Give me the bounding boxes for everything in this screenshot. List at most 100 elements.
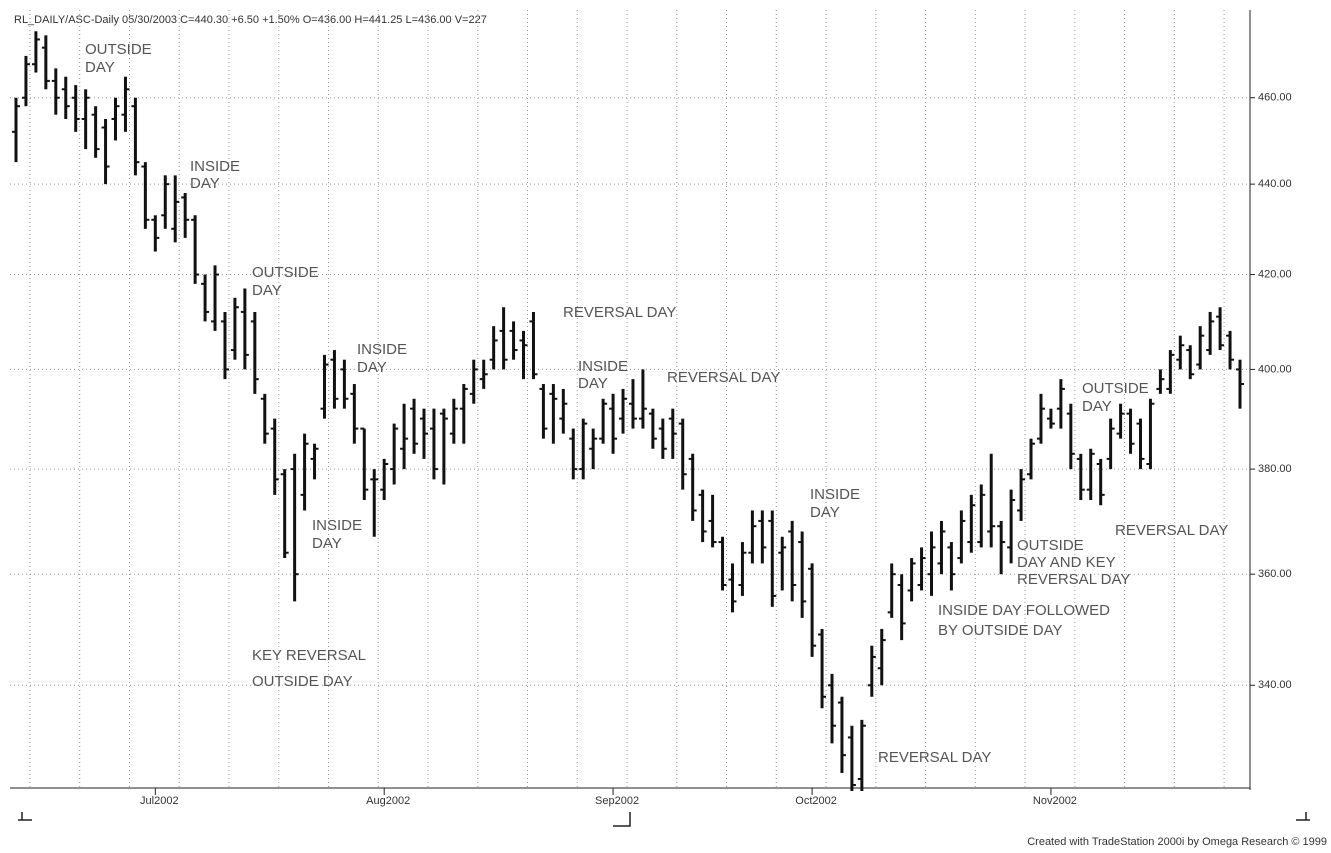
price-bar xyxy=(718,536,727,591)
price-bar xyxy=(798,531,807,618)
annotation: REVERSAL DAY xyxy=(667,369,780,386)
annotation: REVERSAL DAY xyxy=(878,749,991,766)
annotation: DAY xyxy=(810,504,840,521)
annotation: OUTSIDE xyxy=(85,41,152,58)
price-bar xyxy=(330,350,339,409)
price-bar xyxy=(439,408,448,485)
annotation: INSIDE xyxy=(810,486,860,503)
price-bar xyxy=(519,330,528,380)
price-bar xyxy=(828,673,836,744)
price-bar xyxy=(768,510,777,607)
annotation: OUTSIDE xyxy=(1082,380,1149,397)
annotation: REVERSAL DAY xyxy=(563,304,676,321)
price-bar xyxy=(847,725,856,792)
price-bar xyxy=(51,68,60,115)
price-bar xyxy=(191,215,200,284)
price-bar xyxy=(628,379,637,429)
annotation: DAY xyxy=(578,375,608,392)
price-bar xyxy=(449,398,458,444)
annotation: DAY xyxy=(190,175,220,192)
price-bar xyxy=(489,326,498,370)
price-bar xyxy=(509,321,518,360)
price-bar xyxy=(907,558,916,602)
price-bar xyxy=(41,35,50,90)
price-bar xyxy=(977,484,986,548)
price-bar xyxy=(937,520,946,575)
annotation: INSIDE DAY FOLLOWED xyxy=(938,602,1110,619)
annotation: INSIDE xyxy=(190,158,240,175)
annotation: DAY xyxy=(252,282,282,299)
price-bar xyxy=(1166,350,1175,394)
y-tick-label: 400.00 xyxy=(1258,363,1292,375)
price-bar xyxy=(688,453,697,521)
price-bar xyxy=(469,359,478,404)
price-bar xyxy=(410,398,419,454)
price-bar xyxy=(1176,335,1185,370)
x-tick-label: Sep2002 xyxy=(595,795,639,807)
price-bar xyxy=(260,393,269,444)
price-bar xyxy=(81,89,90,150)
price-bar xyxy=(917,547,926,591)
scroll-right xyxy=(1296,812,1310,821)
price-bar xyxy=(230,297,239,360)
price-bar xyxy=(320,354,329,419)
price-bar xyxy=(818,628,827,709)
price-bar xyxy=(21,55,30,107)
x-tick-label: Oct2002 xyxy=(795,795,837,807)
price-bar xyxy=(1017,469,1026,521)
price-bar xyxy=(459,384,468,444)
price-bar xyxy=(1186,345,1195,380)
price-bar xyxy=(1106,418,1115,470)
price-bar xyxy=(211,265,220,331)
price-bar xyxy=(131,97,140,176)
price-bar xyxy=(698,489,707,543)
header: RL_DAILY/ASC-Daily 05/30/2003 C=440.30 +… xyxy=(14,14,487,26)
price-bar xyxy=(300,433,309,511)
price-bar xyxy=(479,359,488,389)
price-bar xyxy=(121,76,130,132)
price-bar xyxy=(648,408,657,449)
price-bar xyxy=(788,520,797,602)
price-bar xyxy=(91,106,100,158)
x-tick-label: Jul2002 xyxy=(140,795,179,807)
scroll-thumb xyxy=(613,812,631,827)
price-bar xyxy=(837,696,846,774)
price-bar xyxy=(539,384,548,439)
price-bar xyxy=(1036,393,1045,444)
price-bar xyxy=(609,393,618,454)
price-bar xyxy=(151,215,160,252)
annotation: OUTSIDE xyxy=(252,264,319,281)
price-bar xyxy=(240,288,249,370)
price-bar xyxy=(290,453,299,602)
price-bar xyxy=(101,118,110,185)
price-bar xyxy=(340,359,349,409)
price-bar xyxy=(370,469,379,537)
annotation: DAY xyxy=(357,359,387,376)
annotation: OUTSIDE DAY xyxy=(252,673,353,690)
price-bar xyxy=(1226,330,1235,370)
price-bar xyxy=(867,645,876,697)
price-bar xyxy=(997,520,1006,575)
price-bar xyxy=(529,311,538,380)
y-tick-label: 360.00 xyxy=(1258,568,1292,580)
price-bar xyxy=(1076,453,1085,501)
price-bar xyxy=(947,542,956,591)
annotation: DAY xyxy=(85,59,115,76)
price-bar xyxy=(758,510,767,564)
price-bar xyxy=(171,175,180,243)
price-bar xyxy=(141,162,150,229)
price-bar xyxy=(967,494,976,553)
price-bar xyxy=(380,458,389,501)
price-bar xyxy=(420,408,428,459)
price-bar xyxy=(957,510,966,564)
price-bar xyxy=(310,443,319,480)
price-bar xyxy=(549,384,558,444)
price-bar xyxy=(1056,379,1065,429)
price-bar xyxy=(31,31,40,73)
y-tick-label: 340.00 xyxy=(1258,679,1292,691)
price-bar xyxy=(400,403,409,470)
price-bar xyxy=(270,418,279,495)
y-tick-label: 460.00 xyxy=(1258,92,1292,104)
price-bar xyxy=(350,384,359,444)
annotation: INSIDE xyxy=(357,341,407,358)
